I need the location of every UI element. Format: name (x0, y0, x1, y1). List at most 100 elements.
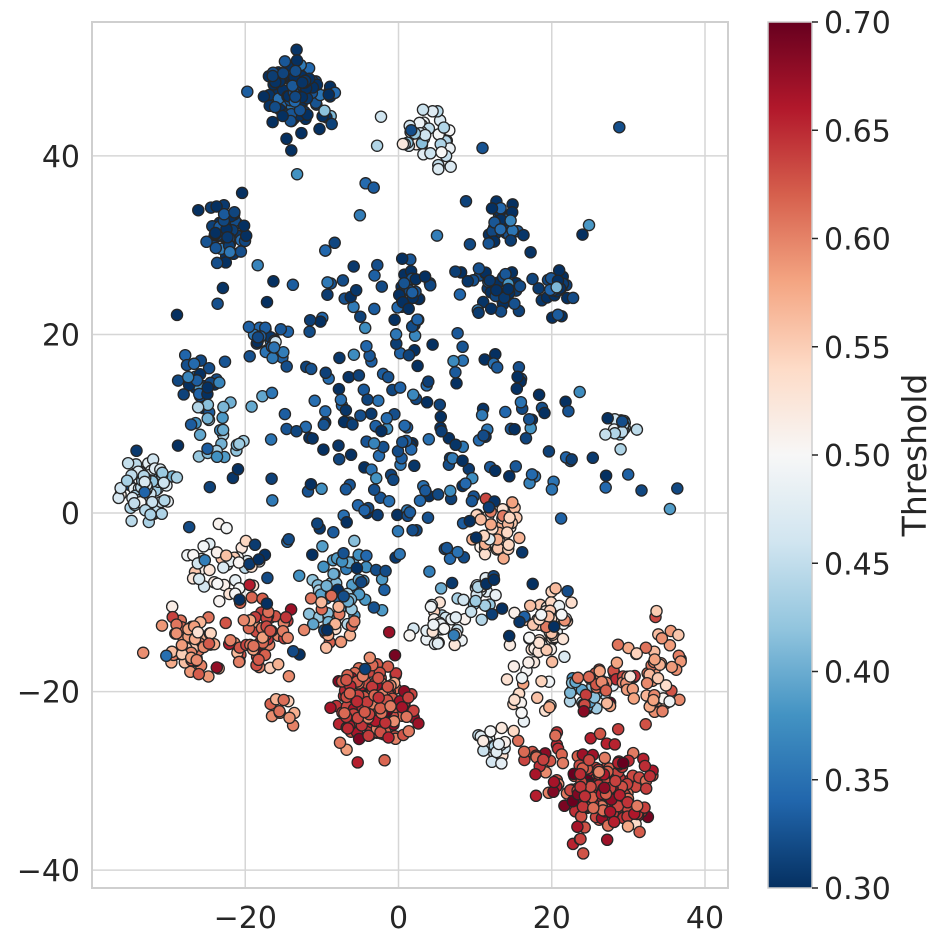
scatter-point (355, 575, 368, 589)
scatter-point (257, 90, 271, 103)
scatter-point (508, 297, 521, 310)
scatter-point (419, 484, 432, 497)
scatter-point (469, 594, 482, 608)
colorbar-tick-label: 0.45 (824, 547, 891, 582)
scatter-point (402, 302, 415, 316)
scatter-point (332, 382, 346, 396)
scatter-point (286, 645, 300, 658)
scatter-point (283, 711, 296, 725)
scatter-point (571, 820, 584, 834)
scatter-point (274, 323, 288, 336)
scatter-point (332, 600, 345, 614)
scatter-point (478, 547, 492, 561)
colorbar-tick-label: 0.30 (824, 872, 891, 907)
scatter-point (327, 567, 340, 581)
scatter-point (295, 126, 308, 140)
scatter-point (334, 635, 348, 649)
scatter-point (245, 591, 259, 604)
scatter-point (402, 348, 416, 362)
scatter-point (372, 671, 385, 685)
scatter-point (308, 394, 321, 408)
scatter-point (484, 518, 498, 531)
scatter-point (663, 695, 676, 708)
scatter-point (529, 789, 543, 803)
scatter-point (610, 656, 624, 670)
scatter-point (382, 731, 395, 744)
scatter-point (165, 600, 179, 613)
scatter-point (393, 381, 407, 394)
scatter-point (616, 756, 630, 770)
scatter-point (247, 639, 260, 653)
scatter-point (402, 724, 416, 738)
scatter-point (388, 313, 401, 327)
scatter-point (121, 456, 135, 470)
scatter-point (343, 687, 357, 700)
scatter-point (492, 737, 506, 751)
scatter-point (232, 556, 246, 569)
scatter-point (451, 545, 464, 559)
scatter-point (412, 717, 425, 730)
scatter-point (276, 109, 289, 123)
scatter-point (573, 385, 586, 399)
scatter-point (397, 277, 411, 290)
scatter-point (333, 351, 346, 365)
scatter-point (524, 246, 537, 259)
scatter-point (203, 480, 217, 494)
scatter-point (474, 513, 488, 526)
scatter-point (389, 328, 403, 341)
scatter-point (598, 751, 612, 765)
scatter-point (483, 274, 496, 287)
scatter-point (218, 355, 232, 368)
scatter-point (558, 650, 571, 664)
scatter-point (365, 407, 378, 420)
colorbar-gradient (767, 21, 813, 889)
scatter-point (302, 607, 316, 621)
scatter-point (347, 260, 360, 273)
scatter-point (665, 660, 679, 674)
scatter-point (482, 237, 495, 250)
scatter-point (542, 445, 556, 458)
scatter-point (245, 400, 258, 413)
scatter-point (563, 686, 577, 700)
scatter-point (276, 67, 290, 80)
scatter-point (235, 186, 249, 200)
scatter-point (157, 476, 171, 490)
scatter-point (273, 704, 286, 718)
scatter-point (600, 697, 614, 710)
scatter-point (219, 616, 232, 630)
scatter-point (639, 641, 653, 654)
scatter-point (550, 280, 563, 294)
colorbar-tick-label: 0.60 (824, 223, 891, 258)
scatter-point (198, 553, 212, 567)
scatter-point (449, 438, 462, 452)
scatter-point (381, 370, 395, 384)
scatter-point (306, 617, 320, 631)
scatter-point (556, 756, 570, 770)
scatter-point (289, 90, 302, 104)
scatter-point (239, 229, 253, 243)
scatter-point (367, 601, 381, 614)
scatter-point (125, 514, 138, 528)
scatter-point (424, 600, 438, 614)
scatter-point (529, 767, 542, 781)
scatter-point (332, 439, 345, 452)
scatter-point (171, 439, 185, 452)
scatter-point (371, 258, 384, 272)
scatter-point (503, 511, 516, 524)
scatter-point (286, 278, 300, 292)
scatter-point (513, 279, 527, 293)
scatter-point (614, 443, 627, 456)
scatter-point (201, 412, 214, 425)
scatter-point (562, 404, 575, 418)
scatter-point (289, 64, 302, 78)
scatter-point (290, 54, 304, 67)
x-tick-label: 40 (686, 901, 724, 936)
scatter-point (266, 115, 279, 129)
scatter-point (346, 418, 359, 431)
scatter-point (600, 833, 614, 847)
scatter-point (488, 464, 502, 478)
plot-frame (91, 21, 729, 889)
scatter-point (328, 236, 341, 250)
scatter-point (613, 788, 626, 802)
scatter-point (578, 790, 592, 803)
